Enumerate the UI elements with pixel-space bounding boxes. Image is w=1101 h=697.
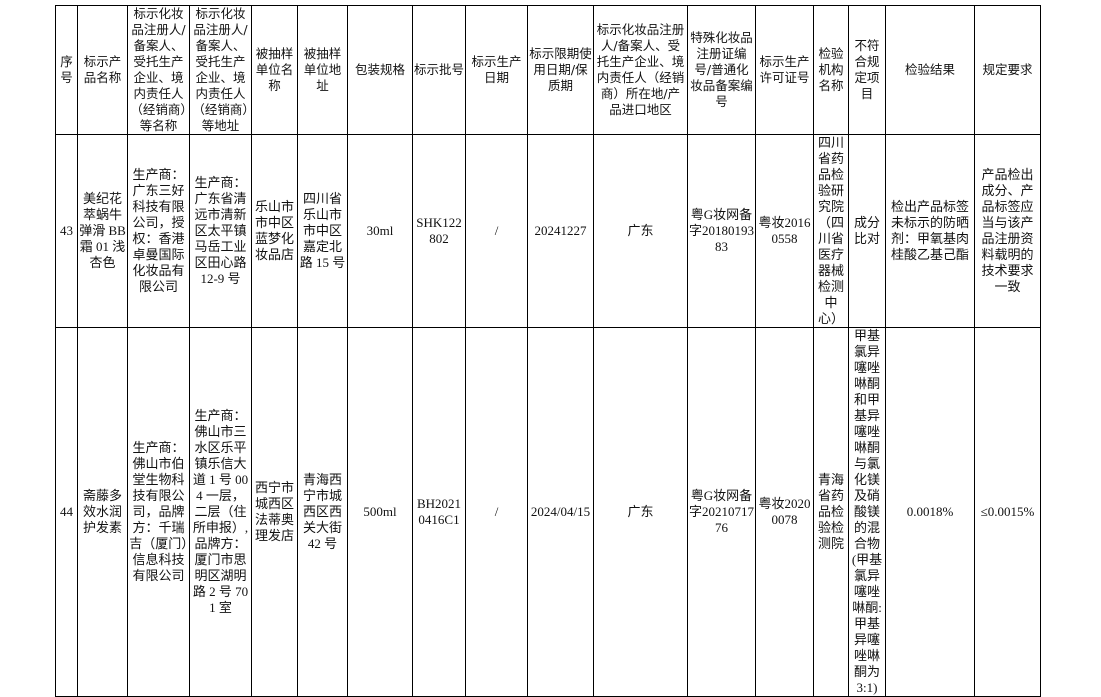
header-inspection-result: 检验结果 xyxy=(885,5,975,135)
header-batch-number: 标示批号 xyxy=(412,5,466,135)
table-row: 44 斋藤多效水润护发素 生产商：佛山市伯堂生物科技有限公司，品牌方：千瑞吉（厦门）… xyxy=(55,327,1041,697)
cell-origin-region: 广东 xyxy=(593,327,688,697)
cell-production-date: / xyxy=(465,134,528,328)
cell-expiry-date: 20241227 xyxy=(527,134,594,328)
cell-inspection-agency: 青海省药品检验检测院 xyxy=(813,327,849,697)
cell-seq: 43 xyxy=(55,134,78,328)
header-nonconforming-item: 不符合规定项目 xyxy=(848,5,886,135)
cell-sampled-unit-name: 西宁市城西区法蒂奥理发店 xyxy=(251,327,298,697)
header-requirement: 规定要求 xyxy=(974,5,1041,135)
cell-package-spec: 500ml xyxy=(347,327,413,697)
cell-filing-number: 粤G妆网备字2021071776 xyxy=(687,327,756,697)
cell-registrant-name: 生产商：佛山市伯堂生物科技有限公司，品牌方：千瑞吉（厦门）信息科技有限公司 xyxy=(127,327,190,697)
cell-inspection-result: 检出产品标签未标示的防晒剂：甲氧基肉桂酸乙基己酯 xyxy=(885,134,975,328)
cell-seq: 44 xyxy=(55,327,78,697)
header-filing-number: 特殊化妆品注册证编号/普通化妆品备案编号 xyxy=(687,5,756,135)
cell-production-date: / xyxy=(465,327,528,697)
cell-requirement: 产品检出成分、产品标签应当与该产品注册资料载明的技术要求一致 xyxy=(974,134,1041,328)
header-product-name: 标示产品名称 xyxy=(77,5,128,135)
cell-license-number: 粤妆20200078 xyxy=(755,327,814,697)
cell-batch-number: BH20210416C1 xyxy=(412,327,466,697)
header-sampled-unit-address: 被抽样单位地址 xyxy=(297,5,348,135)
cell-expiry-date: 2024/04/15 xyxy=(527,327,594,697)
cell-package-spec: 30ml xyxy=(347,134,413,328)
cell-origin-region: 广东 xyxy=(593,134,688,328)
cell-license-number: 粤妆20160558 xyxy=(755,134,814,328)
cell-filing-number: 粤G妆网备字2018019383 xyxy=(687,134,756,328)
header-package-spec: 包装规格 xyxy=(347,5,413,135)
cell-inspection-result: 0.0018% xyxy=(885,327,975,697)
cell-batch-number: SHK122802 xyxy=(412,134,466,328)
header-license-number: 标示生产许可证号 xyxy=(755,5,814,135)
header-seq: 序号 xyxy=(55,5,78,135)
cell-sampled-unit-name: 乐山市市中区蓝梦化妆品店 xyxy=(251,134,298,328)
header-production-date: 标示生产日期 xyxy=(465,5,528,135)
cell-sampled-unit-address: 四川省乐山市市中区嘉定北路 15 号 xyxy=(297,134,348,328)
cell-requirement: ≤0.0015% xyxy=(974,327,1041,697)
table-row: 43 美纪花萃蜗牛弹滑 BB 霜 01 浅杏色 生产商：广东三好科技有限公司，授权：… xyxy=(55,134,1041,328)
header-inspection-agency: 检验机构名称 xyxy=(813,5,849,135)
header-registrant-address: 标示化妆品注册人/备案人、受托生产企业、境内责任人（经销商）等地址 xyxy=(189,5,252,135)
header-registrant-name: 标示化妆品注册人/备案人、受托生产企业、境内责任人（经销商）等名称 xyxy=(127,5,190,135)
inspection-table: 序号 标示产品名称 标示化妆品注册人/备案人、受托生产企业、境内责任人（经销商）等名… xyxy=(55,5,1041,697)
header-sampled-unit-name: 被抽样单位名称 xyxy=(251,5,298,135)
cell-sampled-unit-address: 青海西宁市城西区西关大街 42 号 xyxy=(297,327,348,697)
header-origin-region: 标示化妆品注册人/备案人、受托生产企业、境内责任人（经销商）所在地/产品进口地区 xyxy=(593,5,688,135)
cell-inspection-agency: 四川省药品检验研究院（四川省医疗器械检测中心） xyxy=(813,134,849,328)
header-row: 序号 标示产品名称 标示化妆品注册人/备案人、受托生产企业、境内责任人（经销商）等名… xyxy=(55,5,1041,135)
cell-registrant-address: 生产商：广东省清远市清新区太平镇马岳工业区田心路 12-9 号 xyxy=(189,134,252,328)
cell-nonconforming-item: 成分比对 xyxy=(848,134,886,328)
header-expiry-date: 标示限期使用日期/保质期 xyxy=(527,5,594,135)
cell-product-name: 美纪花萃蜗牛弹滑 BB 霜 01 浅杏色 xyxy=(77,134,128,328)
cell-registrant-address: 生产商：佛山市三水区乐平镇乐信大道 1 号 004 一层，二层（住所申报）,品牌… xyxy=(189,327,252,697)
cell-nonconforming-item: 甲基氯异噻唑啉酮和甲基异噻唑啉酮与氯化镁及硝酸镁的混合物(甲基氯异噻唑啉酮:甲基… xyxy=(848,327,886,697)
cell-product-name: 斋藤多效水润护发素 xyxy=(77,327,128,697)
cell-registrant-name: 生产商：广东三好科技有限公司，授权：香港卓曼国际化妆品有限公司 xyxy=(127,134,190,328)
